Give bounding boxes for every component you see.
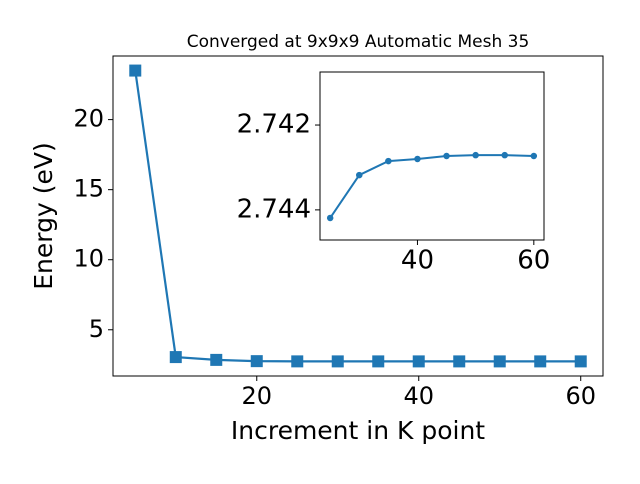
data-point	[356, 171, 363, 179]
data-point	[326, 214, 334, 222]
y-axis-label: Energy (eV)	[29, 142, 58, 289]
y-tick-label: 15	[73, 175, 104, 203]
data-point	[453, 355, 466, 368]
x-axis-label: Increment in K point	[231, 416, 485, 445]
data-point	[443, 152, 450, 160]
y-tick-label: 2.744	[237, 194, 311, 224]
x-tick-label: 60	[517, 246, 550, 276]
data-point	[372, 355, 385, 368]
data-point	[385, 157, 392, 165]
data-point	[331, 355, 344, 368]
data-line	[329, 154, 534, 219]
x-tick-label: 60	[565, 382, 596, 410]
data-point	[472, 151, 479, 159]
data-point	[169, 351, 182, 364]
data-point	[129, 64, 142, 77]
y-tick-label: 10	[73, 245, 104, 273]
data-point	[530, 152, 538, 160]
data-line	[134, 70, 581, 363]
data-point	[534, 355, 547, 368]
data-point	[250, 355, 263, 368]
x-tick-label: 20	[241, 382, 272, 410]
data-point	[210, 353, 223, 366]
data-point	[412, 355, 425, 368]
data-point	[574, 355, 587, 368]
y-tick-label: 20	[73, 105, 104, 133]
x-tick-label: 40	[403, 382, 434, 410]
data-point	[414, 155, 421, 163]
chart-title: Converged at 9x9x9 Automatic Mesh 35	[187, 32, 530, 52]
y-tick-label: 2.742	[237, 110, 311, 140]
y-tick-label: 5	[89, 315, 104, 343]
x-tick-label: 40	[401, 246, 434, 276]
data-point	[291, 355, 304, 368]
data-point	[493, 355, 506, 368]
data-point	[501, 151, 508, 159]
